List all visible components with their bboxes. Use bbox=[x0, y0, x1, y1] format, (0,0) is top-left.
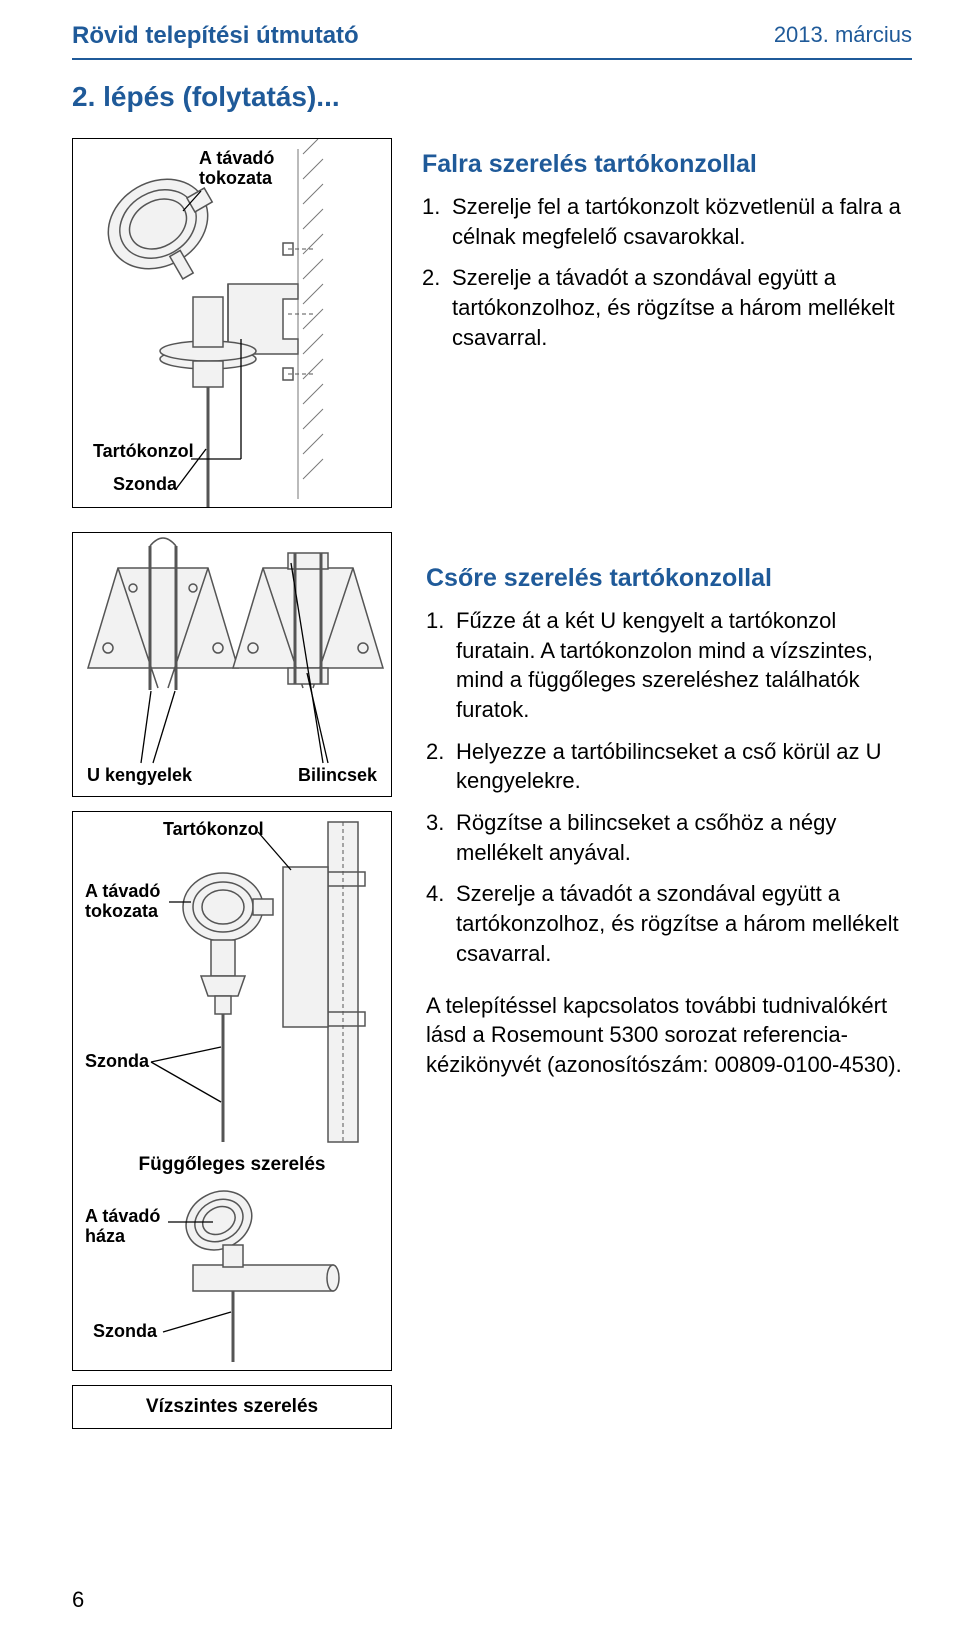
pipe-section-title: Csőre szerelés tartókonzollal bbox=[426, 562, 912, 596]
step-text: Helyezze a tartóbilincseket a cső körül … bbox=[456, 737, 912, 796]
reference-note: A telepítéssel kapcsolatos további tudni… bbox=[426, 991, 912, 1080]
vertical-mount-diagram: Tartókonzol A távadó tokozata Szonda Füg… bbox=[72, 811, 392, 1371]
wall-section-title: Falra szerelés tartókonzollal bbox=[422, 148, 912, 182]
step-num: 1. bbox=[422, 192, 452, 251]
step-text: Szerelje a távadót a szondával együtt a … bbox=[452, 263, 912, 352]
step-text: Rögzítse a bilincseket a csőhöz a négy m… bbox=[456, 808, 912, 867]
wall-mount-steps: 1.Szerelje fel a tartókonzolt közvetlenü… bbox=[422, 192, 912, 352]
wall-mount-text: Falra szerelés tartókonzollal 1.Szerelje… bbox=[422, 138, 912, 374]
pipe-figure-col: U kengyelek Bilincsek bbox=[72, 518, 392, 1429]
wall-mount-svg bbox=[73, 139, 393, 509]
vertical-svg bbox=[73, 812, 393, 1372]
step-num: 4. bbox=[426, 879, 456, 968]
wall-mount-row: A távadó tokozata Tartókonzol Szonda bbox=[72, 138, 912, 508]
step-text: Fűzze át a két U kengyelt a tartókonzol … bbox=[456, 606, 912, 725]
ubolt-diagram: U kengyelek Bilincsek bbox=[72, 532, 392, 797]
page-number: 6 bbox=[72, 1585, 84, 1615]
step-num: 3. bbox=[426, 808, 456, 867]
wall-mount-diagram: A távadó tokozata Tartókonzol Szonda bbox=[72, 138, 392, 508]
label-horizontal-mount: Vízszintes szerelés bbox=[146, 1397, 318, 1418]
step-num: 2. bbox=[426, 737, 456, 796]
page-header: Rövid telepítési útmutató 2013. március bbox=[72, 20, 912, 60]
horizontal-mount-diagram: Vízszintes szerelés bbox=[72, 1385, 392, 1429]
pipe-mount-text: Csőre szerelés tartókonzollal 1.Fűzze át… bbox=[426, 518, 912, 1079]
step-num: 2. bbox=[422, 263, 452, 352]
pipe-mount-steps: 1.Fűzze át a két U kengyelt a tartókonzo… bbox=[426, 606, 912, 969]
guide-title: Rövid telepítési útmutató bbox=[72, 20, 359, 52]
step-text: Szerelje a távadót a szondával együtt a … bbox=[456, 879, 912, 968]
guide-date: 2013. március bbox=[774, 20, 912, 52]
ubolt-svg bbox=[73, 533, 393, 798]
step-text: Szerelje fel a tartókonzolt közvetlenül … bbox=[452, 192, 912, 251]
step-heading: 2. lépés (folytatás)... bbox=[72, 78, 912, 116]
step-num: 1. bbox=[426, 606, 456, 725]
pipe-mount-row: U kengyelek Bilincsek bbox=[72, 518, 912, 1429]
wall-mount-figure-col: A távadó tokozata Tartókonzol Szonda bbox=[72, 138, 392, 508]
